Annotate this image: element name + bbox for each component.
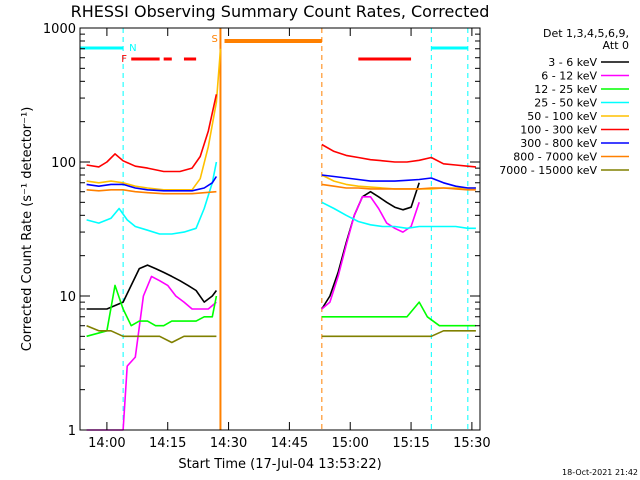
y-axis: 1 10 100 1000 bbox=[43, 22, 480, 439]
legend-label: 50 - 100 keV bbox=[527, 110, 597, 123]
x-tick-label: 15:00 bbox=[331, 436, 368, 451]
series-6 bbox=[86, 94, 476, 173]
series-line bbox=[321, 182, 420, 310]
legend-label: 800 - 7000 keV bbox=[513, 151, 597, 164]
series-8 bbox=[86, 183, 476, 195]
x-tick-label: 15:30 bbox=[453, 436, 490, 451]
series-line bbox=[86, 189, 217, 195]
series-line bbox=[86, 275, 217, 431]
x-tick-label: 14:30 bbox=[210, 436, 247, 451]
series-line bbox=[86, 324, 217, 344]
legend-header: Det 1,3,4,5,6,9, bbox=[543, 27, 629, 40]
legend-label: 25 - 50 keV bbox=[534, 97, 597, 110]
series-line bbox=[86, 264, 218, 310]
saa-flag-label: S bbox=[211, 34, 217, 45]
series-line bbox=[86, 48, 222, 191]
series-line bbox=[321, 329, 476, 338]
series-line bbox=[321, 174, 476, 189]
x-tick-label: 14:15 bbox=[149, 436, 186, 451]
x-axis-label: Start Time (17-Jul-04 13:53:22) bbox=[178, 457, 381, 472]
y-tick-label: 1 bbox=[68, 424, 76, 439]
plot-frame bbox=[79, 27, 481, 431]
series-2 bbox=[86, 196, 420, 431]
series-3 bbox=[86, 284, 476, 338]
x-tick-label: 14:45 bbox=[271, 436, 308, 451]
series-line bbox=[321, 143, 476, 168]
y-tick-label: 100 bbox=[51, 156, 76, 171]
night-flag-label: N bbox=[129, 43, 136, 54]
y-axis-label: Corrected Count Rate (s⁻¹ detector⁻¹) bbox=[20, 107, 35, 352]
y-tick-label: 1000 bbox=[43, 22, 76, 37]
x-tick-label: 14:00 bbox=[88, 436, 125, 451]
series-9 bbox=[86, 324, 476, 344]
legend-label: 6 - 12 keV bbox=[541, 70, 597, 83]
series-line bbox=[321, 183, 476, 191]
legend-header: Att 0 bbox=[603, 39, 629, 52]
flare-flag-label: F bbox=[121, 54, 127, 65]
x-axis: 14:00 14:15 14:30 14:45 15:00 15:15 15:30 bbox=[88, 28, 491, 451]
legend-label: 3 - 6 keV bbox=[548, 56, 597, 69]
legend-label: 12 - 25 keV bbox=[534, 83, 597, 96]
chart-title: RHESSI Observing Summary Count Rates, Co… bbox=[71, 2, 490, 21]
series-line bbox=[86, 161, 218, 235]
flags-layer: NF S bbox=[80, 28, 469, 430]
legend-label: 7000 - 15000 keV bbox=[499, 164, 597, 177]
x-tick-label: 15:15 bbox=[392, 436, 429, 451]
series-line bbox=[86, 94, 218, 173]
y-tick-label: 10 bbox=[59, 290, 76, 305]
legend-label: 300 - 800 keV bbox=[520, 137, 597, 150]
series-line bbox=[86, 176, 218, 192]
timestamp: 18-Oct-2021 21:42 bbox=[562, 468, 638, 477]
series-4 bbox=[86, 161, 476, 235]
series-line bbox=[321, 301, 476, 327]
series-layer bbox=[86, 48, 476, 431]
series-5 bbox=[86, 48, 476, 191]
legend-label: 100 - 300 keV bbox=[520, 124, 597, 137]
series-line bbox=[321, 196, 420, 310]
series-line bbox=[86, 284, 218, 338]
series-7 bbox=[86, 174, 476, 192]
series-1 bbox=[86, 182, 420, 310]
series-line bbox=[321, 201, 476, 230]
